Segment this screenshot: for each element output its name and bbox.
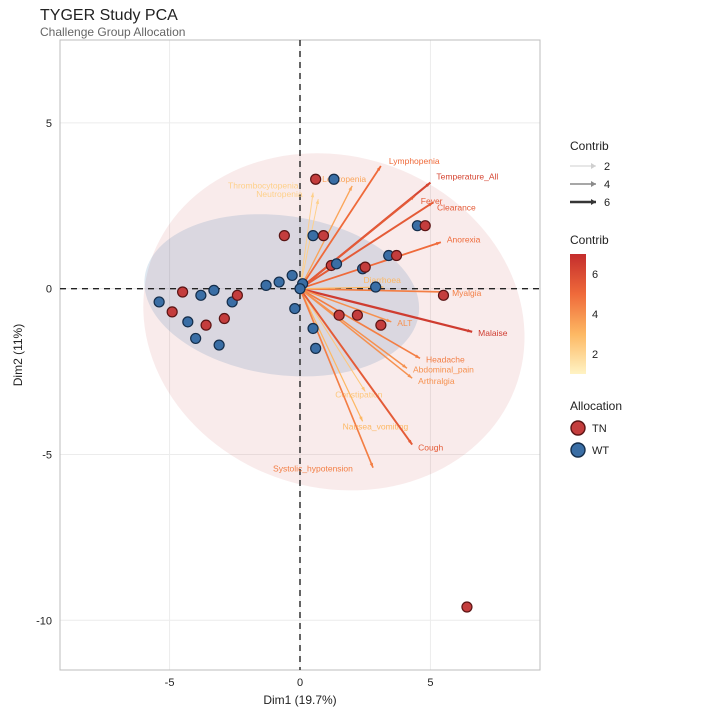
plot-subtitle: Challenge Group Allocation	[40, 25, 185, 39]
point-wt	[371, 282, 381, 292]
point-wt	[209, 285, 219, 295]
point-wt	[214, 340, 224, 350]
legend-alloc-title: Allocation	[570, 399, 622, 413]
x-tick-label: -5	[165, 677, 175, 689]
point-tn	[279, 231, 289, 241]
arrow-label: Thrombocytopenia	[228, 181, 299, 191]
arrow-label: Myalgia	[452, 288, 482, 298]
legend-arrow-label: 6	[604, 197, 610, 209]
point-tn	[376, 320, 386, 330]
y-tick-label: 5	[46, 118, 52, 130]
point-tn	[360, 262, 370, 272]
plot-title: TYGER Study PCA	[40, 7, 178, 24]
point-tn	[178, 287, 188, 297]
point-wt	[261, 280, 271, 290]
point-tn	[232, 290, 242, 300]
point-wt	[332, 259, 342, 269]
arrow-label: Anorexia	[447, 234, 481, 244]
point-wt	[308, 231, 318, 241]
legend-arrow-title: Contrib	[570, 139, 609, 153]
legend-contrib-bar	[570, 254, 586, 374]
point-wt	[183, 317, 193, 327]
point-wt	[191, 333, 201, 343]
legend-arrow-head	[591, 199, 596, 205]
arrow-label: Arthralgia	[418, 376, 455, 386]
point-tn	[167, 307, 177, 317]
arrow-label: Lymphopenia	[389, 156, 440, 166]
point-tn	[219, 314, 229, 324]
legend-contrib-tick: 2	[592, 349, 598, 361]
point-tn	[438, 290, 448, 300]
y-axis-label: Dim2 (11%)	[11, 324, 25, 386]
legend-arrow-head	[591, 181, 596, 187]
legend-contrib-tick: 4	[592, 309, 598, 321]
x-tick-label: 5	[427, 677, 433, 689]
arrow-label: Malaise	[478, 328, 508, 338]
y-tick-label: -10	[36, 615, 52, 627]
y-tick-label: 0	[46, 284, 52, 296]
legend-arrow-label: 2	[604, 161, 610, 173]
arrow-label: Diarrhoea	[363, 275, 401, 285]
point-tn	[420, 221, 430, 231]
legend-contrib-title: Contrib	[570, 233, 609, 247]
point-wt	[287, 270, 297, 280]
point-wt	[308, 323, 318, 333]
y-tick-label: -5	[42, 449, 52, 461]
point-tn	[462, 602, 472, 612]
legend-arrow-head	[591, 163, 596, 169]
point-wt	[295, 284, 305, 294]
point-tn	[318, 231, 328, 241]
point-wt	[311, 343, 321, 353]
point-wt	[196, 290, 206, 300]
point-wt	[274, 277, 284, 287]
arrow-label: ALT	[397, 318, 412, 328]
point-wt	[290, 304, 300, 314]
legend-alloc-label: TN	[592, 423, 607, 435]
legend-contrib-tick: 6	[592, 269, 598, 281]
legend-arrow-label: 4	[604, 179, 610, 191]
point-tn	[201, 320, 211, 330]
arrow-label: Systolic_hypotension	[273, 464, 353, 474]
x-axis-label: Dim1 (19.7%)	[263, 693, 336, 707]
arrow-label: Clearance	[437, 202, 476, 212]
arrow-label: Abdominal_pain	[413, 364, 474, 374]
arrow-label: Cough	[418, 443, 443, 453]
point-tn	[392, 251, 402, 261]
arrow-label: Temperature_All	[436, 172, 498, 182]
point-wt	[154, 297, 164, 307]
point-tn	[311, 174, 321, 184]
x-tick-label: 0	[297, 677, 303, 689]
legend-alloc-swatch-tn	[571, 421, 585, 435]
legend-alloc-swatch-wt	[571, 443, 585, 457]
point-tn	[334, 310, 344, 320]
arrow-label: Neutropenia	[256, 189, 303, 199]
point-tn	[352, 310, 362, 320]
pca-biplot: TYGER Study PCAChallenge Group Allocatio…	[0, 0, 708, 716]
point-wt	[329, 174, 339, 184]
arrow-label: Headache	[426, 354, 465, 364]
legend-alloc-label: WT	[592, 445, 609, 457]
